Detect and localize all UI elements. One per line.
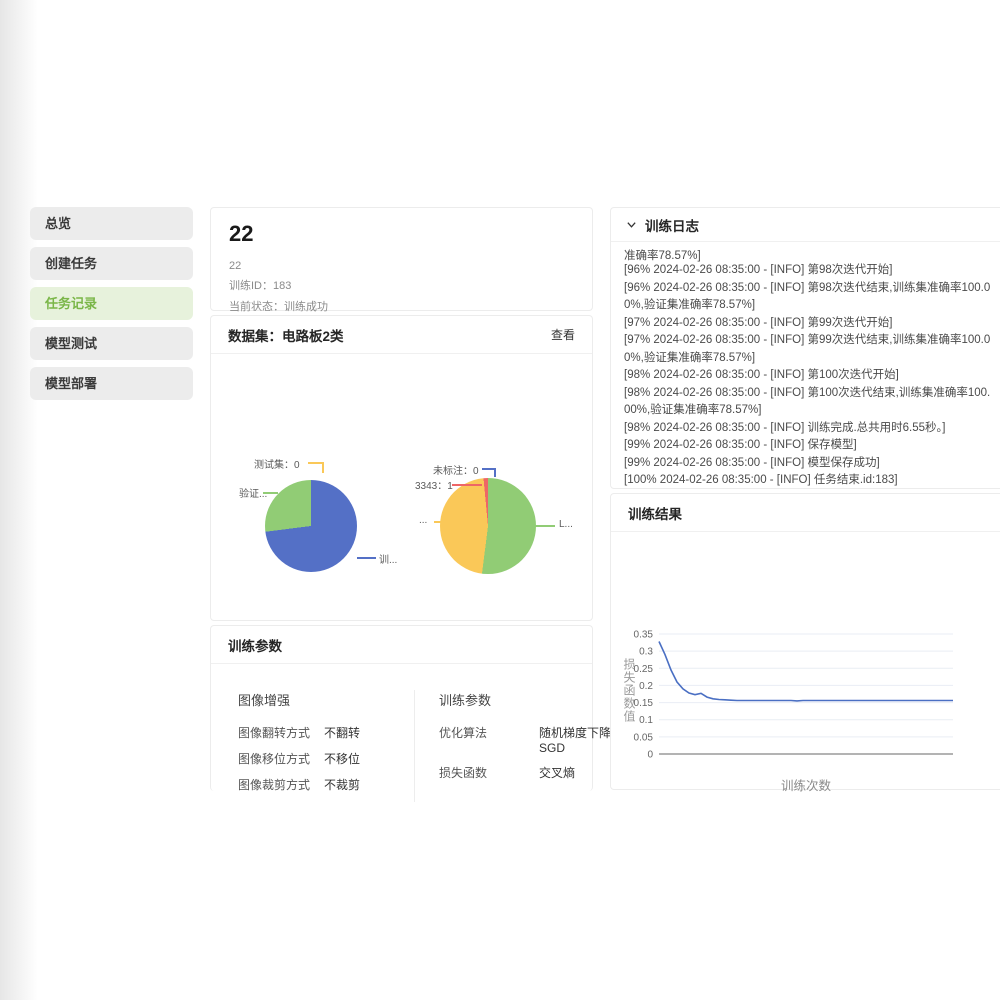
sidebar: 总览创建任务任务记录模型测试模型部署 <box>30 207 193 407</box>
page-left-gradient <box>0 0 38 1000</box>
dataset-split-pie-chart <box>265 480 357 572</box>
sidebar-item[interactable]: 任务记录 <box>30 287 193 320</box>
param-value: 不翻转 <box>324 726 361 740</box>
param-row: 优化算法 随机梯度下降SGD <box>439 724 631 755</box>
pie2-leader-unlabeled <box>482 468 496 470</box>
sidebar-item[interactable]: 模型测试 <box>30 327 193 360</box>
log-line: [96% 2024-02-26 08:35:00 - [INFO] 第98次迭代… <box>624 264 893 276</box>
image-augmentation-heading: 图像增强 <box>238 693 291 708</box>
sidebar-item[interactable]: 创建任务 <box>30 247 193 280</box>
training-params-rows: 优化算法 随机梯度下降SGD 损失函数 交叉熵 <box>439 724 631 781</box>
dataset-view-link[interactable]: 查看 <box>550 328 575 342</box>
pie-charts-area: 测试集：0 验证... 训... 未标注：0 3343：1 ... L... <box>211 354 592 620</box>
sidebar-item[interactable]: 总览 <box>30 207 193 240</box>
dataset-title: 数据集：电路板2类 <box>228 328 344 344</box>
param-row: 图像裁剪方式 不裁剪 <box>238 776 414 793</box>
svg-text:0.05: 0.05 <box>634 732 654 743</box>
param-row: 损失函数 交叉熵 <box>439 764 631 781</box>
param-row: 图像翻转方式 不翻转 <box>238 724 414 741</box>
pie2-label-unlabeled: 未标注：0 <box>433 466 479 477</box>
log-line: [98% 2024-02-26 08:35:00 - [INFO] 第100次迭… <box>624 369 899 381</box>
training-log-body[interactable]: 准确率78.57%] [96% 2024-02-26 08:35:00 - [IN… <box>611 242 1000 486</box>
log-line: [99% 2024-02-26 08:35:00 - [INFO] 模型保存成功… <box>624 456 880 469</box>
svg-text:0.2: 0.2 <box>639 681 653 692</box>
training-params-heading: 训练参数 <box>439 693 492 708</box>
log-line: [96% 2024-02-26 08:35:00 - [INFO] 第98次迭代… <box>624 281 991 312</box>
training-results-header: 训练结果 <box>611 494 1000 532</box>
training-params-group: 训练参数 优化算法 随机梯度下降SGD 损失函数 交叉熵 <box>414 690 631 802</box>
params-columns: 图像增强 图像翻转方式 不翻转 图像移位方式 不移位 图像裁剪方式 不裁剪 训练… <box>211 664 611 802</box>
loss-chart-xlabel: 训练次数 <box>780 779 831 793</box>
param-key: 图像翻转方式 <box>238 726 311 740</box>
training-log-header: 训练日志 <box>611 208 1000 242</box>
dataset-card-header: 数据集：电路板2类 查看 <box>211 316 592 354</box>
training-results-panel: 训练结果 损失函数值 0 0.05 0.1 0.15 0.2 0.25 0.3 0.35 训练… <box>610 493 1000 793</box>
param-key: 图像移位方式 <box>238 752 311 766</box>
image-augmentation-group: 图像增强 图像翻转方式 不翻转 图像移位方式 不移位 图像裁剪方式 不裁剪 <box>238 690 414 802</box>
pie2-leader-unlabeled-v <box>494 468 496 477</box>
log-line: [100% 2024-02-26 08:35:00 - [INFO] 任务结束.… <box>624 474 898 486</box>
pie2-label-class-3343: 3343：1 <box>415 481 453 492</box>
dataset-card: 数据集：电路板2类 查看 测试集：0 验证... 训... 未标注：0 3343… <box>210 315 593 621</box>
task-summary-card: 22 22 训练ID：183 当前状态：训练成功 <box>210 207 593 313</box>
param-key: 损失函数 <box>439 766 488 780</box>
task-meta: 22 训练ID：183 当前状态：训练成功 <box>229 256 574 317</box>
param-value: 不裁剪 <box>324 778 361 792</box>
pie2-leader-l <box>533 525 555 527</box>
pie2-leader-other <box>434 521 460 523</box>
loss-chart-svg: 0 0.05 0.1 0.15 0.2 0.25 0.3 0.35 <box>634 630 953 761</box>
param-row: 图像移位方式 不移位 <box>238 750 414 767</box>
loss-chart-area: 损失函数值 0 0.05 0.1 0.15 0.2 0.25 0.3 0.35 训练次数 <box>611 532 1000 793</box>
pie1-label-training-set: 训... <box>379 555 398 566</box>
params-title: 训练参数 <box>228 638 282 654</box>
pie1-label-test-set: 测试集：0 <box>254 460 300 471</box>
param-value: 交叉熵 <box>539 766 576 780</box>
training-log-title: 训练日志 <box>645 218 699 234</box>
task-title: 22 <box>229 221 254 246</box>
log-line: [98% 2024-02-26 08:35:00 - [INFO] 训练完成.总… <box>624 421 946 434</box>
task-train-id: 训练ID：183 <box>229 280 292 293</box>
log-line: [98% 2024-02-26 08:35:00 - [INFO] 第100次迭… <box>624 386 991 417</box>
svg-text:0.25: 0.25 <box>634 664 654 675</box>
pie1-leader-training <box>357 557 376 559</box>
task-name: 22 <box>229 260 242 272</box>
log-line: [97% 2024-02-26 08:35:00 - [INFO] 第99次迭代… <box>624 316 893 329</box>
log-line: 准确率78.57%] <box>624 250 701 262</box>
pie2-label-class-other: ... <box>419 515 428 526</box>
pie1-leader-test-v <box>322 462 324 473</box>
pie1-leader-test <box>308 462 324 464</box>
param-value: 随机梯度下降SGD <box>539 726 612 755</box>
svg-text:0.35: 0.35 <box>634 630 654 641</box>
svg-text:0.3: 0.3 <box>639 647 653 658</box>
param-key: 图像裁剪方式 <box>238 778 311 792</box>
label-distribution-pie-chart <box>440 478 536 574</box>
training-log-panel: 训练日志 准确率78.57%] [96% 2024-02-26 08:35:00 … <box>610 207 1000 489</box>
param-key: 优化算法 <box>439 726 488 740</box>
log-line: [97% 2024-02-26 08:35:00 - [INFO] 第99次迭代… <box>624 334 991 364</box>
pie2-leader-3343 <box>452 484 482 486</box>
task-status: 当前状态：训练成功 <box>229 300 328 313</box>
log-line: [99% 2024-02-26 08:35:00 - [INFO] 保存模型] <box>624 439 857 451</box>
training-params-card: 训练参数 图像增强 图像翻转方式 不翻转 图像移位方式 不移位 图像裁剪方式 不… <box>210 625 611 802</box>
params-card-header: 训练参数 <box>211 626 592 664</box>
svg-text:0.1: 0.1 <box>639 715 653 726</box>
pie1-label-validation-set: 验证... <box>239 489 268 500</box>
chevron-down-icon[interactable] <box>626 219 637 230</box>
param-value: 不移位 <box>324 752 361 766</box>
loss-chart-ylabel: 损失函数值 <box>622 658 636 723</box>
pie2-label-class-l: L... <box>559 519 573 530</box>
pie1-leader-validation <box>263 492 278 494</box>
sidebar-item[interactable]: 模型部署 <box>30 367 193 400</box>
svg-text:0: 0 <box>647 750 653 761</box>
training-results-title: 训练结果 <box>628 506 682 522</box>
image-augmentation-rows: 图像翻转方式 不翻转 图像移位方式 不移位 图像裁剪方式 不裁剪 <box>238 724 414 793</box>
svg-text:0.15: 0.15 <box>634 698 654 709</box>
